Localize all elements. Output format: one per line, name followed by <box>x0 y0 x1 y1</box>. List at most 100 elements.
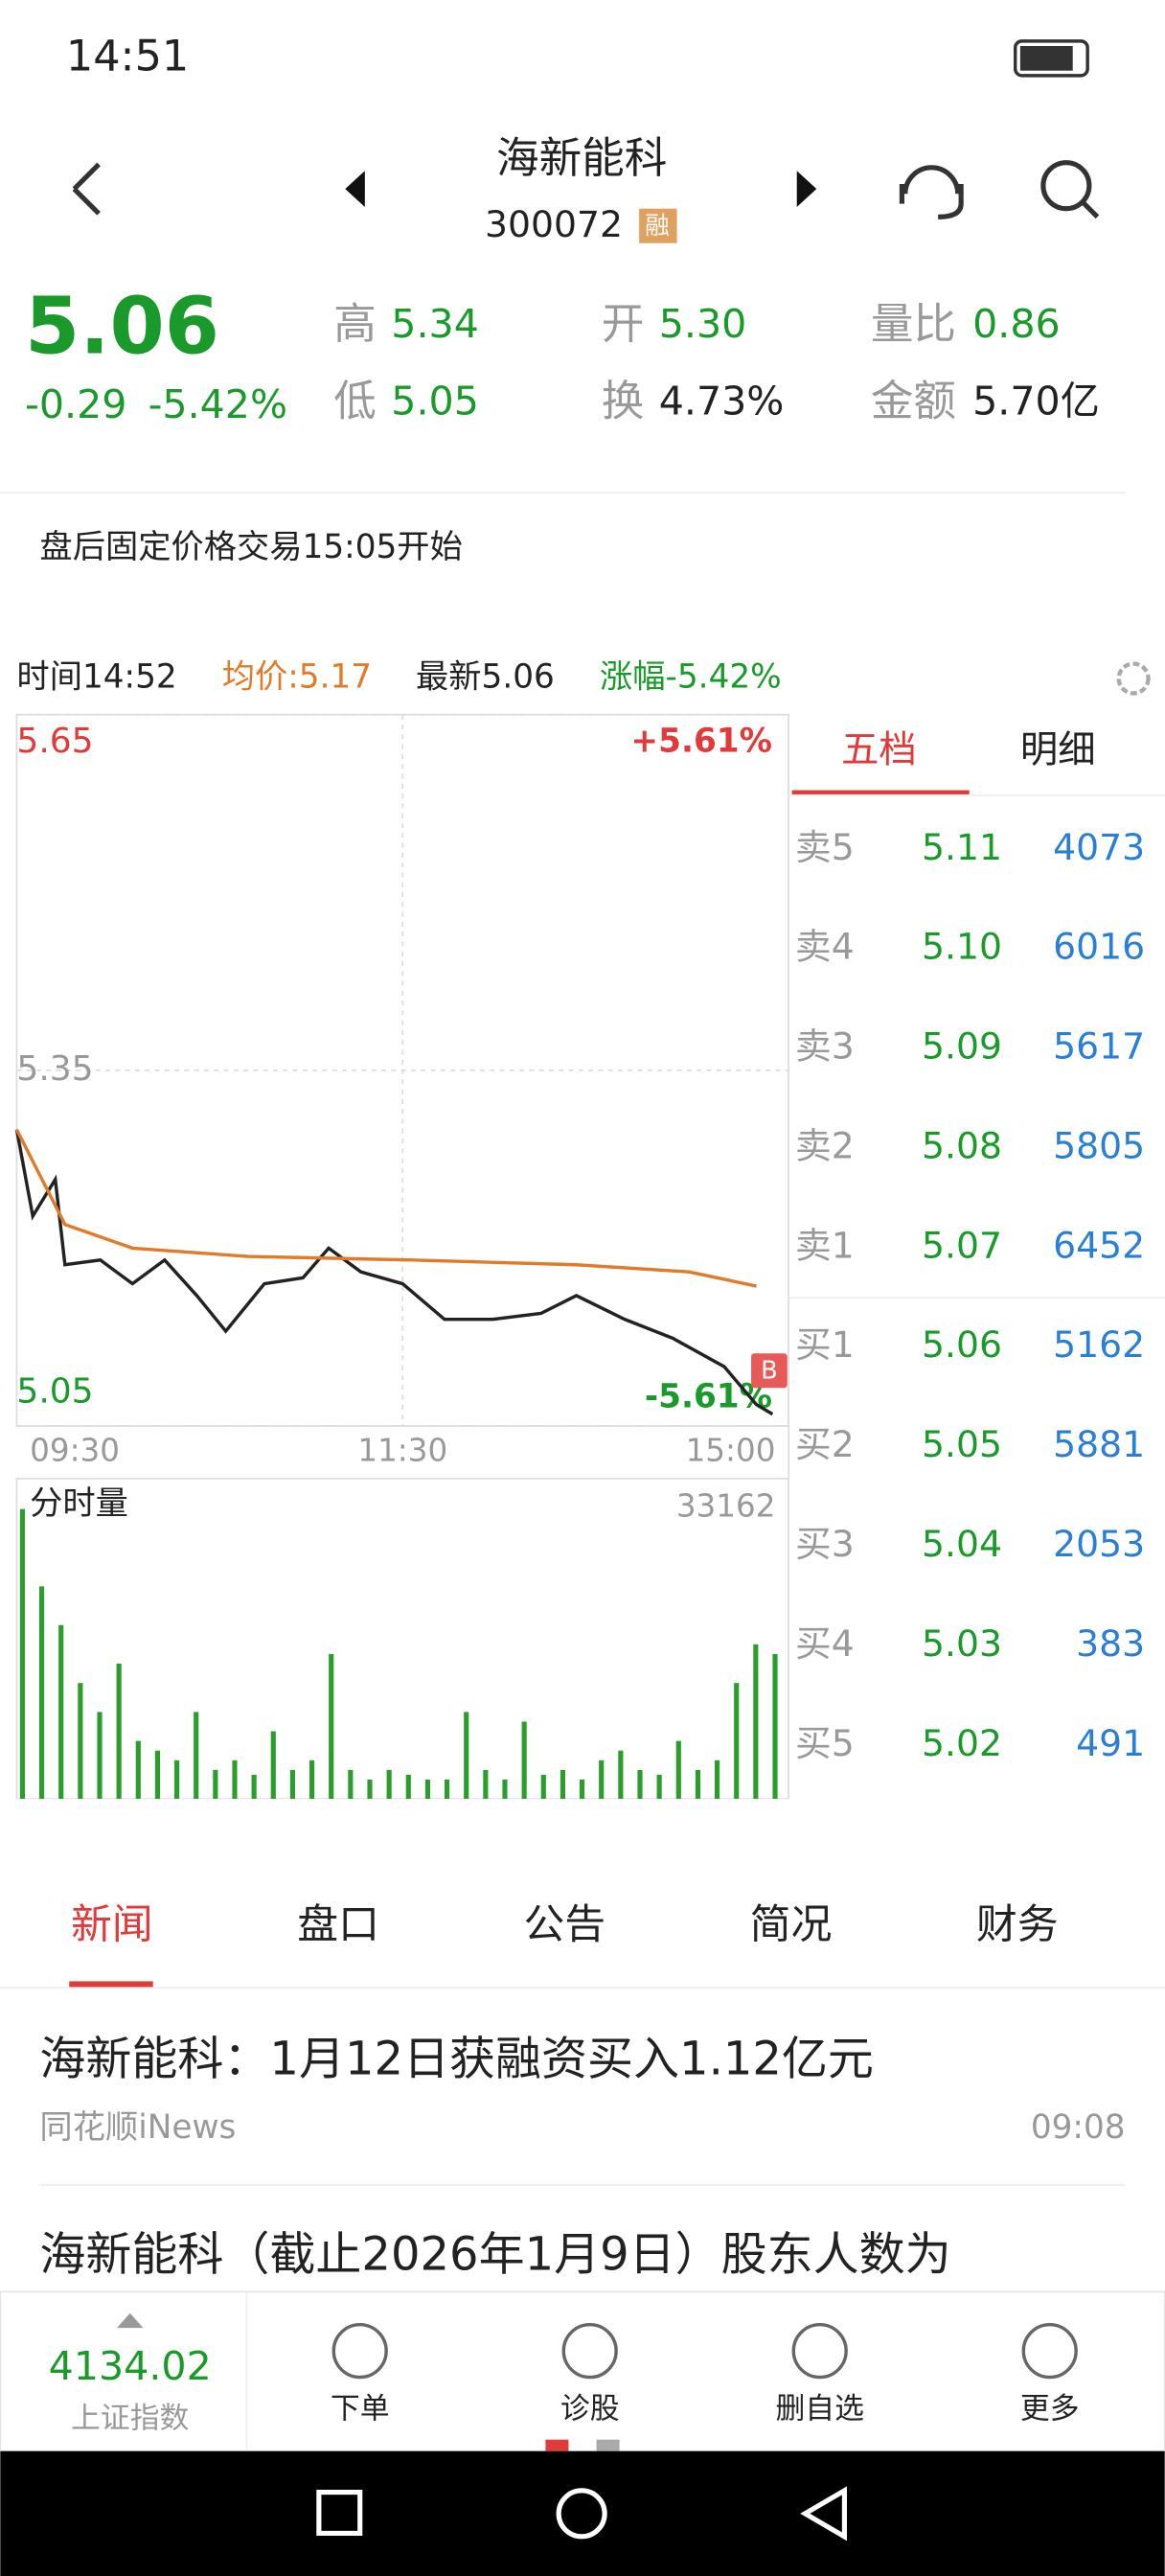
recent-button[interactable] <box>316 2490 363 2536</box>
notice: 盘后固定价格交易15:05开始 <box>39 528 462 566</box>
volume-bar <box>251 1774 257 1800</box>
y-tick-label: 5.65 <box>16 722 93 761</box>
news-tab[interactable]: 新闻 <box>71 1900 153 1948</box>
news-title[interactable]: 海新能科（截止2026年1月9日）股东人数为 <box>39 2227 950 2281</box>
volume-bar <box>232 1760 238 1800</box>
stat-label: 换 <box>602 377 645 426</box>
button-icon <box>331 2322 388 2380</box>
volume-bar <box>174 1760 180 1800</box>
book-price: 5.03 <box>922 1622 1002 1665</box>
y-tick-label: 5.05 <box>16 1372 93 1412</box>
book-tab[interactable]: 五档 <box>841 728 917 772</box>
book-price: 5.04 <box>922 1523 1002 1565</box>
stat-value: 5.70亿 <box>972 379 1100 425</box>
volume-bar <box>213 1769 218 1800</box>
prev-stock[interactable] <box>345 171 365 207</box>
stat-label: 高 <box>333 299 377 349</box>
book-volume: 5881 <box>1053 1423 1145 1465</box>
book-price: 5.02 <box>922 1722 1002 1764</box>
book-label: 买4 <box>795 1622 855 1665</box>
book-label: 买5 <box>795 1722 855 1764</box>
back-button[interactable] <box>72 162 101 216</box>
volume-bar <box>753 1644 759 1800</box>
nav-back-button[interactable] <box>800 2486 847 2542</box>
volume-bar <box>521 1721 527 1800</box>
home-button[interactable] <box>556 2488 607 2540</box>
news-title[interactable]: 海新能科：1月12日获融资买入1.12亿元 <box>39 2032 873 2085</box>
info-pct: 涨幅-5.42% <box>600 657 782 696</box>
news-tabs: 新闻 盘口 公告 简况 财务 <box>0 1900 1165 1990</box>
y2-tick-label: +5.61% <box>630 722 772 760</box>
volume-bar <box>502 1779 508 1800</box>
volume-bar <box>656 1774 662 1800</box>
volume-bar <box>135 1740 141 1800</box>
news-tab[interactable]: 公告 <box>523 1900 605 1948</box>
stat-value: 5.05 <box>391 379 479 425</box>
service-button[interactable] <box>899 165 964 219</box>
news-tab[interactable]: 财务 <box>976 1900 1059 1948</box>
book-label: 买1 <box>795 1323 855 1366</box>
volume-bar <box>424 1779 430 1800</box>
news-tab[interactable]: 简况 <box>750 1900 833 1948</box>
book-label: 卖3 <box>795 1025 855 1068</box>
book-price: 5.11 <box>922 826 1002 868</box>
book-label: 卖1 <box>795 1224 855 1266</box>
stat-label: 金额 <box>871 377 956 426</box>
stat-value: 5.34 <box>391 301 479 347</box>
volume-bar <box>386 1769 392 1800</box>
next-stock[interactable] <box>796 171 817 207</box>
change-pct: -5.42% <box>148 381 287 427</box>
volume-bar <box>695 1769 700 1800</box>
book-volume: 5162 <box>1053 1323 1145 1366</box>
book-price: 5.09 <box>922 1025 1002 1068</box>
volume-bar <box>445 1779 450 1800</box>
stat-value: 0.86 <box>972 301 1061 347</box>
volume-bar <box>289 1769 295 1800</box>
news-tab[interactable]: 盘口 <box>297 1900 379 1948</box>
volume-bar <box>19 1508 25 1800</box>
button-icon <box>1021 2322 1078 2380</box>
volume-bar <box>367 1779 373 1800</box>
volume-bar <box>560 1769 565 1800</box>
volume-bar <box>772 1653 778 1800</box>
book-label: 卖2 <box>795 1124 855 1166</box>
volume-bar <box>580 1779 585 1800</box>
volume-chart: 分时量 33162 <box>15 1478 789 1800</box>
nav-bar <box>0 2450 1165 2576</box>
settings-button[interactable] <box>1116 661 1151 696</box>
volume-bar <box>309 1760 315 1800</box>
stat-label: 量比 <box>871 299 956 349</box>
button-icon <box>561 2322 618 2380</box>
price-line <box>14 1129 774 1416</box>
button-label[interactable]: 删自选 <box>775 2391 864 2426</box>
tab-underline <box>791 790 970 795</box>
book-label: 卖5 <box>795 826 855 868</box>
price-line <box>14 1128 757 1288</box>
book-volume: 4073 <box>1053 826 1145 868</box>
up-arrow <box>117 2312 144 2329</box>
bottom-buttons: 下单 诊股 删自选 更多 <box>331 2322 1080 2426</box>
button-label[interactable]: 更多 <box>1020 2391 1080 2426</box>
book-volume: 491 <box>1076 1722 1145 1764</box>
stats: 高 5.34 开 5.30 量比 0.86 低 5.05 换 4.73% 金额 5.70亿 <box>333 299 1100 426</box>
volume-bar <box>464 1712 469 1800</box>
book-price: 5.06 <box>922 1323 1002 1366</box>
price-chart: 5.655.355.05+5.61%-5.61%09:30 11:30 15:00B <box>14 713 789 1468</box>
stat-value: 4.73% <box>659 379 785 425</box>
button-label[interactable]: 诊股 <box>560 2391 620 2426</box>
info-latest: 最新5.06 <box>416 657 555 696</box>
volume-bar <box>618 1750 624 1800</box>
battery-level <box>1019 46 1073 71</box>
search-button[interactable] <box>1040 160 1092 212</box>
book-volume: 383 <box>1076 1622 1145 1665</box>
volume-bar <box>194 1712 199 1800</box>
status-time: 14:51 <box>66 32 189 81</box>
volume-bar <box>734 1683 740 1800</box>
index-value[interactable]: 4134.02 <box>49 2343 212 2389</box>
button-label[interactable]: 下单 <box>331 2391 390 2426</box>
book-volume: 6452 <box>1053 1224 1145 1266</box>
volume-bar <box>637 1769 643 1800</box>
book-tab[interactable]: 明细 <box>1020 728 1096 772</box>
